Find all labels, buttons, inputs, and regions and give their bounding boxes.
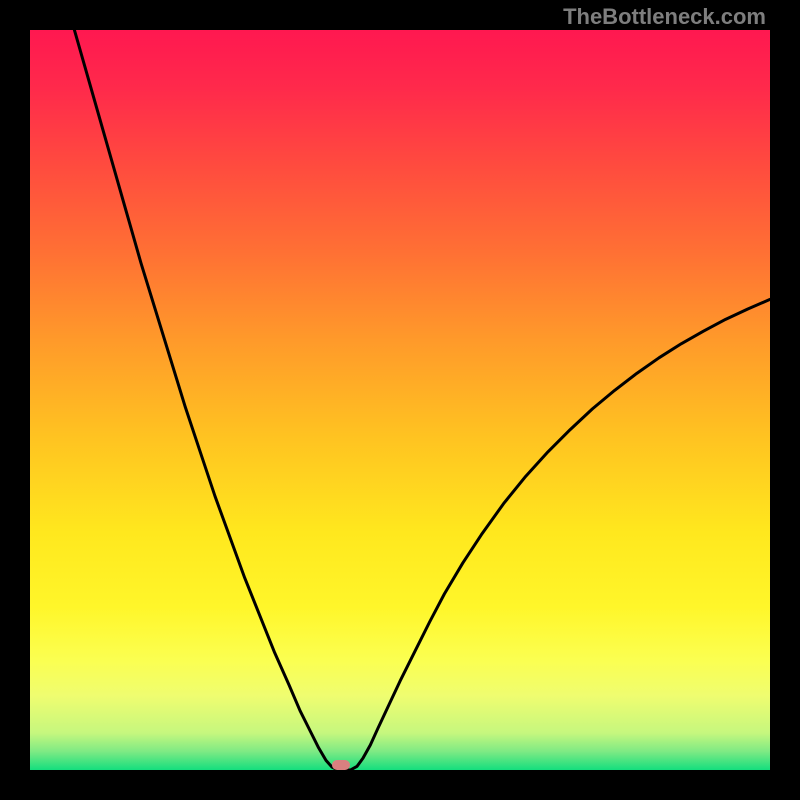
chart-frame: TheBottleneck.com: [0, 0, 800, 800]
optimum-marker: [332, 760, 350, 770]
watermark-text: TheBottleneck.com: [563, 4, 766, 30]
bottleneck-curve: [30, 30, 770, 770]
plot-area: [30, 30, 770, 770]
